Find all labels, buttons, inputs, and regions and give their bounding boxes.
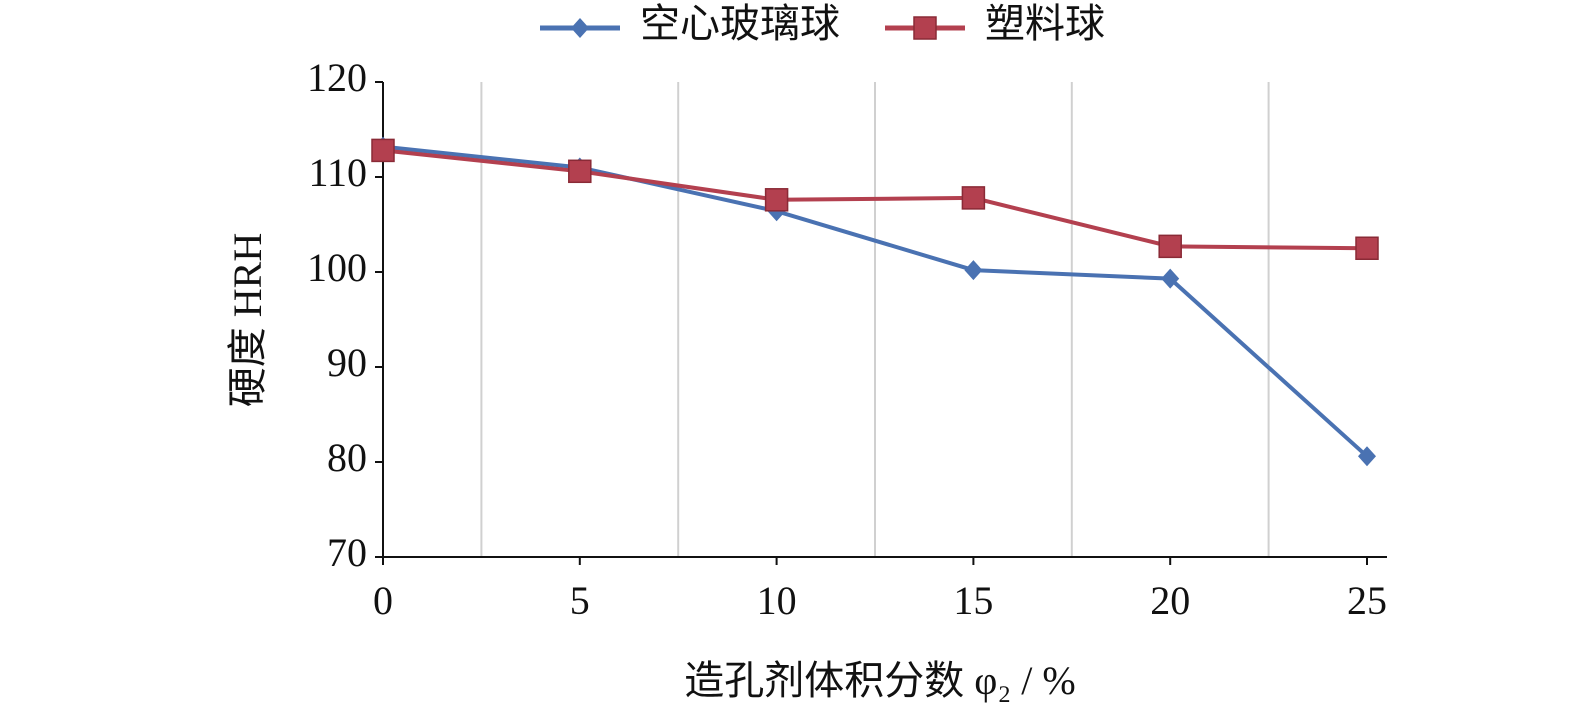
x-tick-label: 20 xyxy=(1150,578,1190,623)
data-point xyxy=(1358,446,1376,467)
y-tick-label: 90 xyxy=(327,340,367,385)
data-point xyxy=(961,186,986,210)
y-axis-title: 硬度 HRH xyxy=(225,233,270,407)
series-line xyxy=(382,144,1369,458)
legend-marker xyxy=(571,18,589,38)
y-tick-label: 80 xyxy=(327,435,367,480)
data-point xyxy=(764,188,789,212)
legend-label: 空心玻璃球 xyxy=(640,1,840,46)
data-point xyxy=(964,260,983,281)
y-tick-label: 110 xyxy=(308,150,367,195)
data-point xyxy=(1355,236,1379,260)
x-tick-label: 15 xyxy=(953,578,993,623)
y-tick-label: 120 xyxy=(307,55,367,100)
data-point xyxy=(1158,234,1182,259)
data-point xyxy=(1161,268,1180,289)
data-point xyxy=(568,159,592,184)
legend-label: 塑料球 xyxy=(985,1,1105,46)
data-point xyxy=(371,138,395,163)
x-tick-label: 25 xyxy=(1347,578,1387,623)
x-axis-title: 造孔剂体积分数 φ₂ / % xyxy=(684,658,1075,703)
x-tick-label: 5 xyxy=(570,578,590,623)
x-tick-label: 0 xyxy=(373,578,393,623)
legend-marker xyxy=(913,16,937,40)
x-tick-label: 10 xyxy=(757,578,797,623)
y-tick-label: 70 xyxy=(327,530,367,575)
series-line xyxy=(382,148,1368,251)
y-tick-label: 100 xyxy=(307,245,367,290)
